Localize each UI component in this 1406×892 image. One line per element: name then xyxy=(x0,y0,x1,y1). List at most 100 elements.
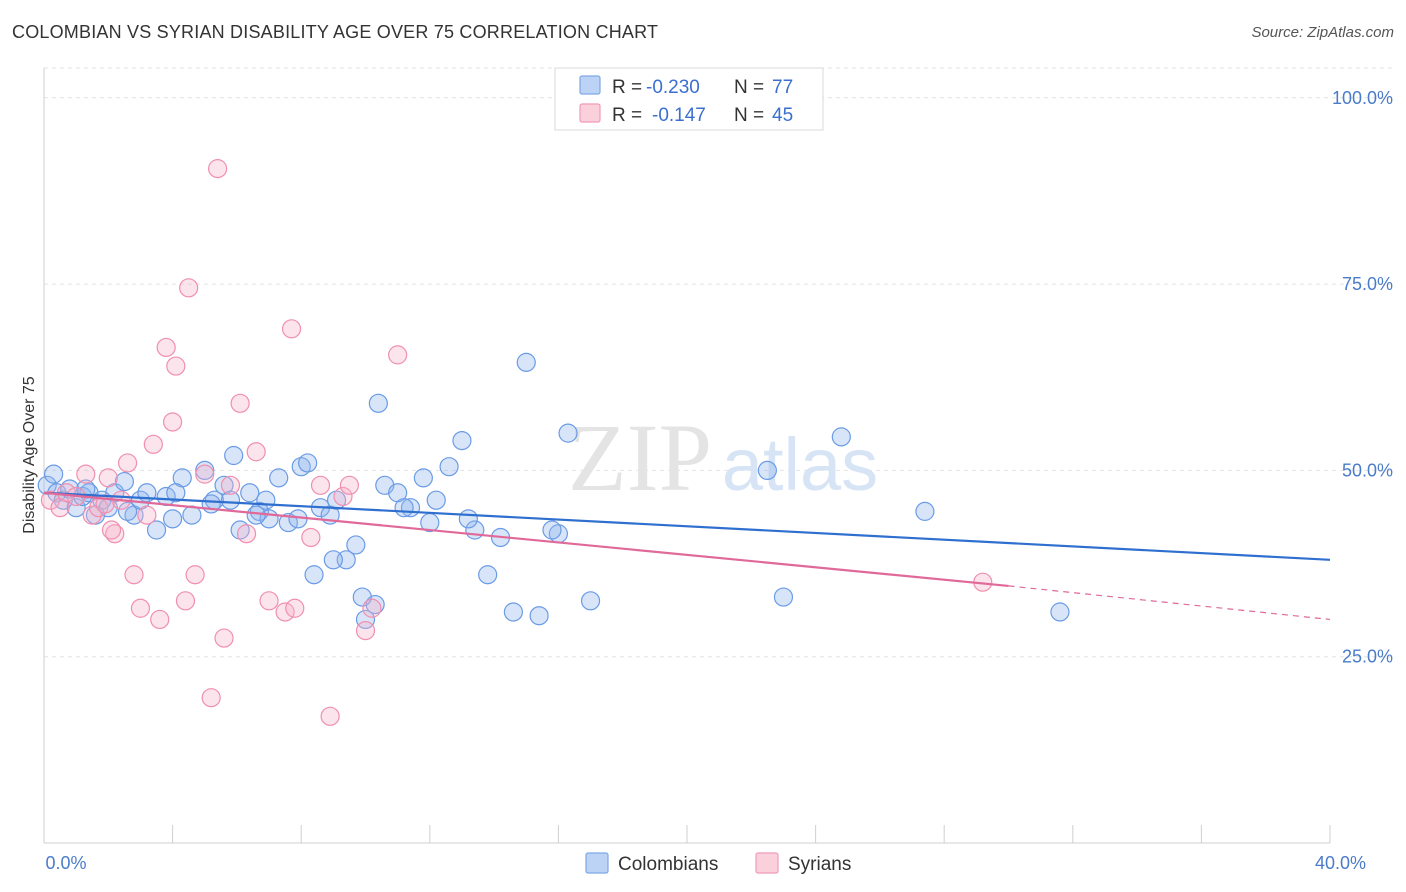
point-colombians-17 xyxy=(163,509,183,529)
point-syrians-33 xyxy=(285,598,305,618)
trend-syrians xyxy=(43,491,1009,588)
y-tick-label-25: 25.0% xyxy=(1342,647,1393,667)
point-colombians-68 xyxy=(394,498,414,518)
series-colombians xyxy=(37,352,1070,630)
trend-syrians-extension xyxy=(1008,585,1331,621)
point-syrians-37 xyxy=(333,486,353,507)
legend-r-label-2: R = xyxy=(612,105,642,126)
legend-n-label-1: N = xyxy=(734,77,764,98)
watermark-zip: ZIP xyxy=(568,404,712,511)
point-colombians-50 xyxy=(516,352,536,372)
data-points xyxy=(37,159,1070,726)
point-syrians-5 xyxy=(82,505,102,525)
bottom-legend-swatch-syrians xyxy=(755,852,779,874)
point-syrians-13 xyxy=(137,505,157,525)
point-syrians-28 xyxy=(236,524,257,544)
point-syrians-19 xyxy=(175,591,196,611)
bottom-legend-colombians: Colombians xyxy=(618,854,718,875)
y-tick-label-75: 75.0% xyxy=(1342,274,1393,294)
point-colombians-67 xyxy=(323,550,343,570)
point-colombians-71 xyxy=(542,520,562,540)
point-colombians-31 xyxy=(304,565,324,585)
tick-labels: 25.0% 50.0% 75.0% 100.0% 0.0% 40.0% xyxy=(45,88,1393,873)
point-colombians-54 xyxy=(580,591,601,611)
legend-swatch-syrians xyxy=(579,103,601,123)
legend-r-value-2: -0.147 xyxy=(652,105,706,126)
point-colombians-47 xyxy=(478,565,498,585)
point-colombians-56 xyxy=(773,587,794,607)
point-colombians-59 xyxy=(1050,602,1070,622)
point-syrians-32 xyxy=(281,319,302,339)
point-colombians-61 xyxy=(76,479,96,499)
point-syrians-0 xyxy=(40,490,61,510)
y-tick-label-50: 50.0% xyxy=(1342,460,1393,480)
source-credit: Source: ZipAtlas.com xyxy=(1251,24,1394,41)
watermark: ZIP atlas xyxy=(568,404,878,511)
point-syrians-21 xyxy=(185,565,205,585)
point-colombians-0 xyxy=(37,475,57,495)
point-colombians-19 xyxy=(182,505,202,525)
legend-swatch-colombians xyxy=(579,75,601,95)
point-syrians-22 xyxy=(195,464,215,484)
point-colombians-15 xyxy=(146,520,167,540)
point-colombians-64 xyxy=(220,490,241,510)
point-colombians-51 xyxy=(529,606,549,626)
point-colombians-29 xyxy=(278,512,298,533)
chart-title: COLOMBIAN VS SYRIAN DISABILITY AGE OVER … xyxy=(12,22,659,42)
point-colombians-62 xyxy=(117,501,138,521)
point-colombians-23 xyxy=(224,445,244,466)
point-colombians-43 xyxy=(426,490,446,510)
point-colombians-57 xyxy=(831,427,851,447)
x-tick-label-max: 40.0% xyxy=(1315,853,1366,873)
point-syrians-40 xyxy=(362,598,382,618)
y-tick-label-100: 100.0% xyxy=(1332,88,1393,108)
point-syrians-36 xyxy=(320,706,340,726)
point-syrians-7 xyxy=(98,468,118,488)
point-syrians-30 xyxy=(259,591,279,611)
point-syrians-11 xyxy=(124,565,144,585)
point-syrians-29 xyxy=(246,442,266,462)
point-syrians-12 xyxy=(130,598,151,618)
point-syrians-15 xyxy=(150,609,170,630)
point-colombians-28 xyxy=(269,468,289,488)
series-syrians xyxy=(40,159,993,726)
point-syrians-41 xyxy=(388,345,408,365)
legend-n-value-2: 45 xyxy=(772,105,793,126)
x-tick-label-min: 0.0% xyxy=(45,853,86,873)
point-colombians-11 xyxy=(114,471,134,492)
point-syrians-31 xyxy=(275,602,295,622)
legend-n-value-1: 77 xyxy=(772,77,793,98)
point-syrians-24 xyxy=(208,159,228,179)
watermark-atlas: atlas xyxy=(722,423,878,506)
point-colombians-55 xyxy=(757,460,777,481)
point-syrians-25 xyxy=(214,628,234,648)
point-syrians-38 xyxy=(339,475,360,495)
bottom-legend-swatch-colombians xyxy=(585,852,609,874)
point-colombians-37 xyxy=(355,609,376,630)
point-syrians-18 xyxy=(166,356,186,376)
point-syrians-16 xyxy=(156,337,176,358)
point-colombians-36 xyxy=(346,535,366,555)
point-colombians-70 xyxy=(458,509,478,529)
point-syrians-39 xyxy=(355,621,376,641)
point-syrians-43 xyxy=(101,520,122,540)
point-colombians-76 xyxy=(368,393,388,413)
y-axis-label: Disability Age Over 75 xyxy=(21,376,38,534)
point-colombians-63 xyxy=(166,483,186,503)
point-colombians-49 xyxy=(503,602,523,622)
trend-colombians xyxy=(43,491,1331,561)
axes xyxy=(43,68,1331,844)
point-colombians-73 xyxy=(246,505,266,525)
point-syrians-34 xyxy=(301,527,321,548)
bottom-legend-syrians: Syrians xyxy=(788,854,851,875)
bottom-legend: Colombians Syrians xyxy=(585,852,851,875)
point-colombians-25 xyxy=(240,483,260,503)
point-colombians-26 xyxy=(249,501,270,521)
point-colombians-74 xyxy=(298,453,318,473)
point-syrians-4 xyxy=(76,464,96,484)
point-syrians-10 xyxy=(117,453,138,473)
point-syrians-14 xyxy=(143,434,163,454)
trend-lines xyxy=(43,491,1331,621)
gridlines xyxy=(44,67,1392,658)
